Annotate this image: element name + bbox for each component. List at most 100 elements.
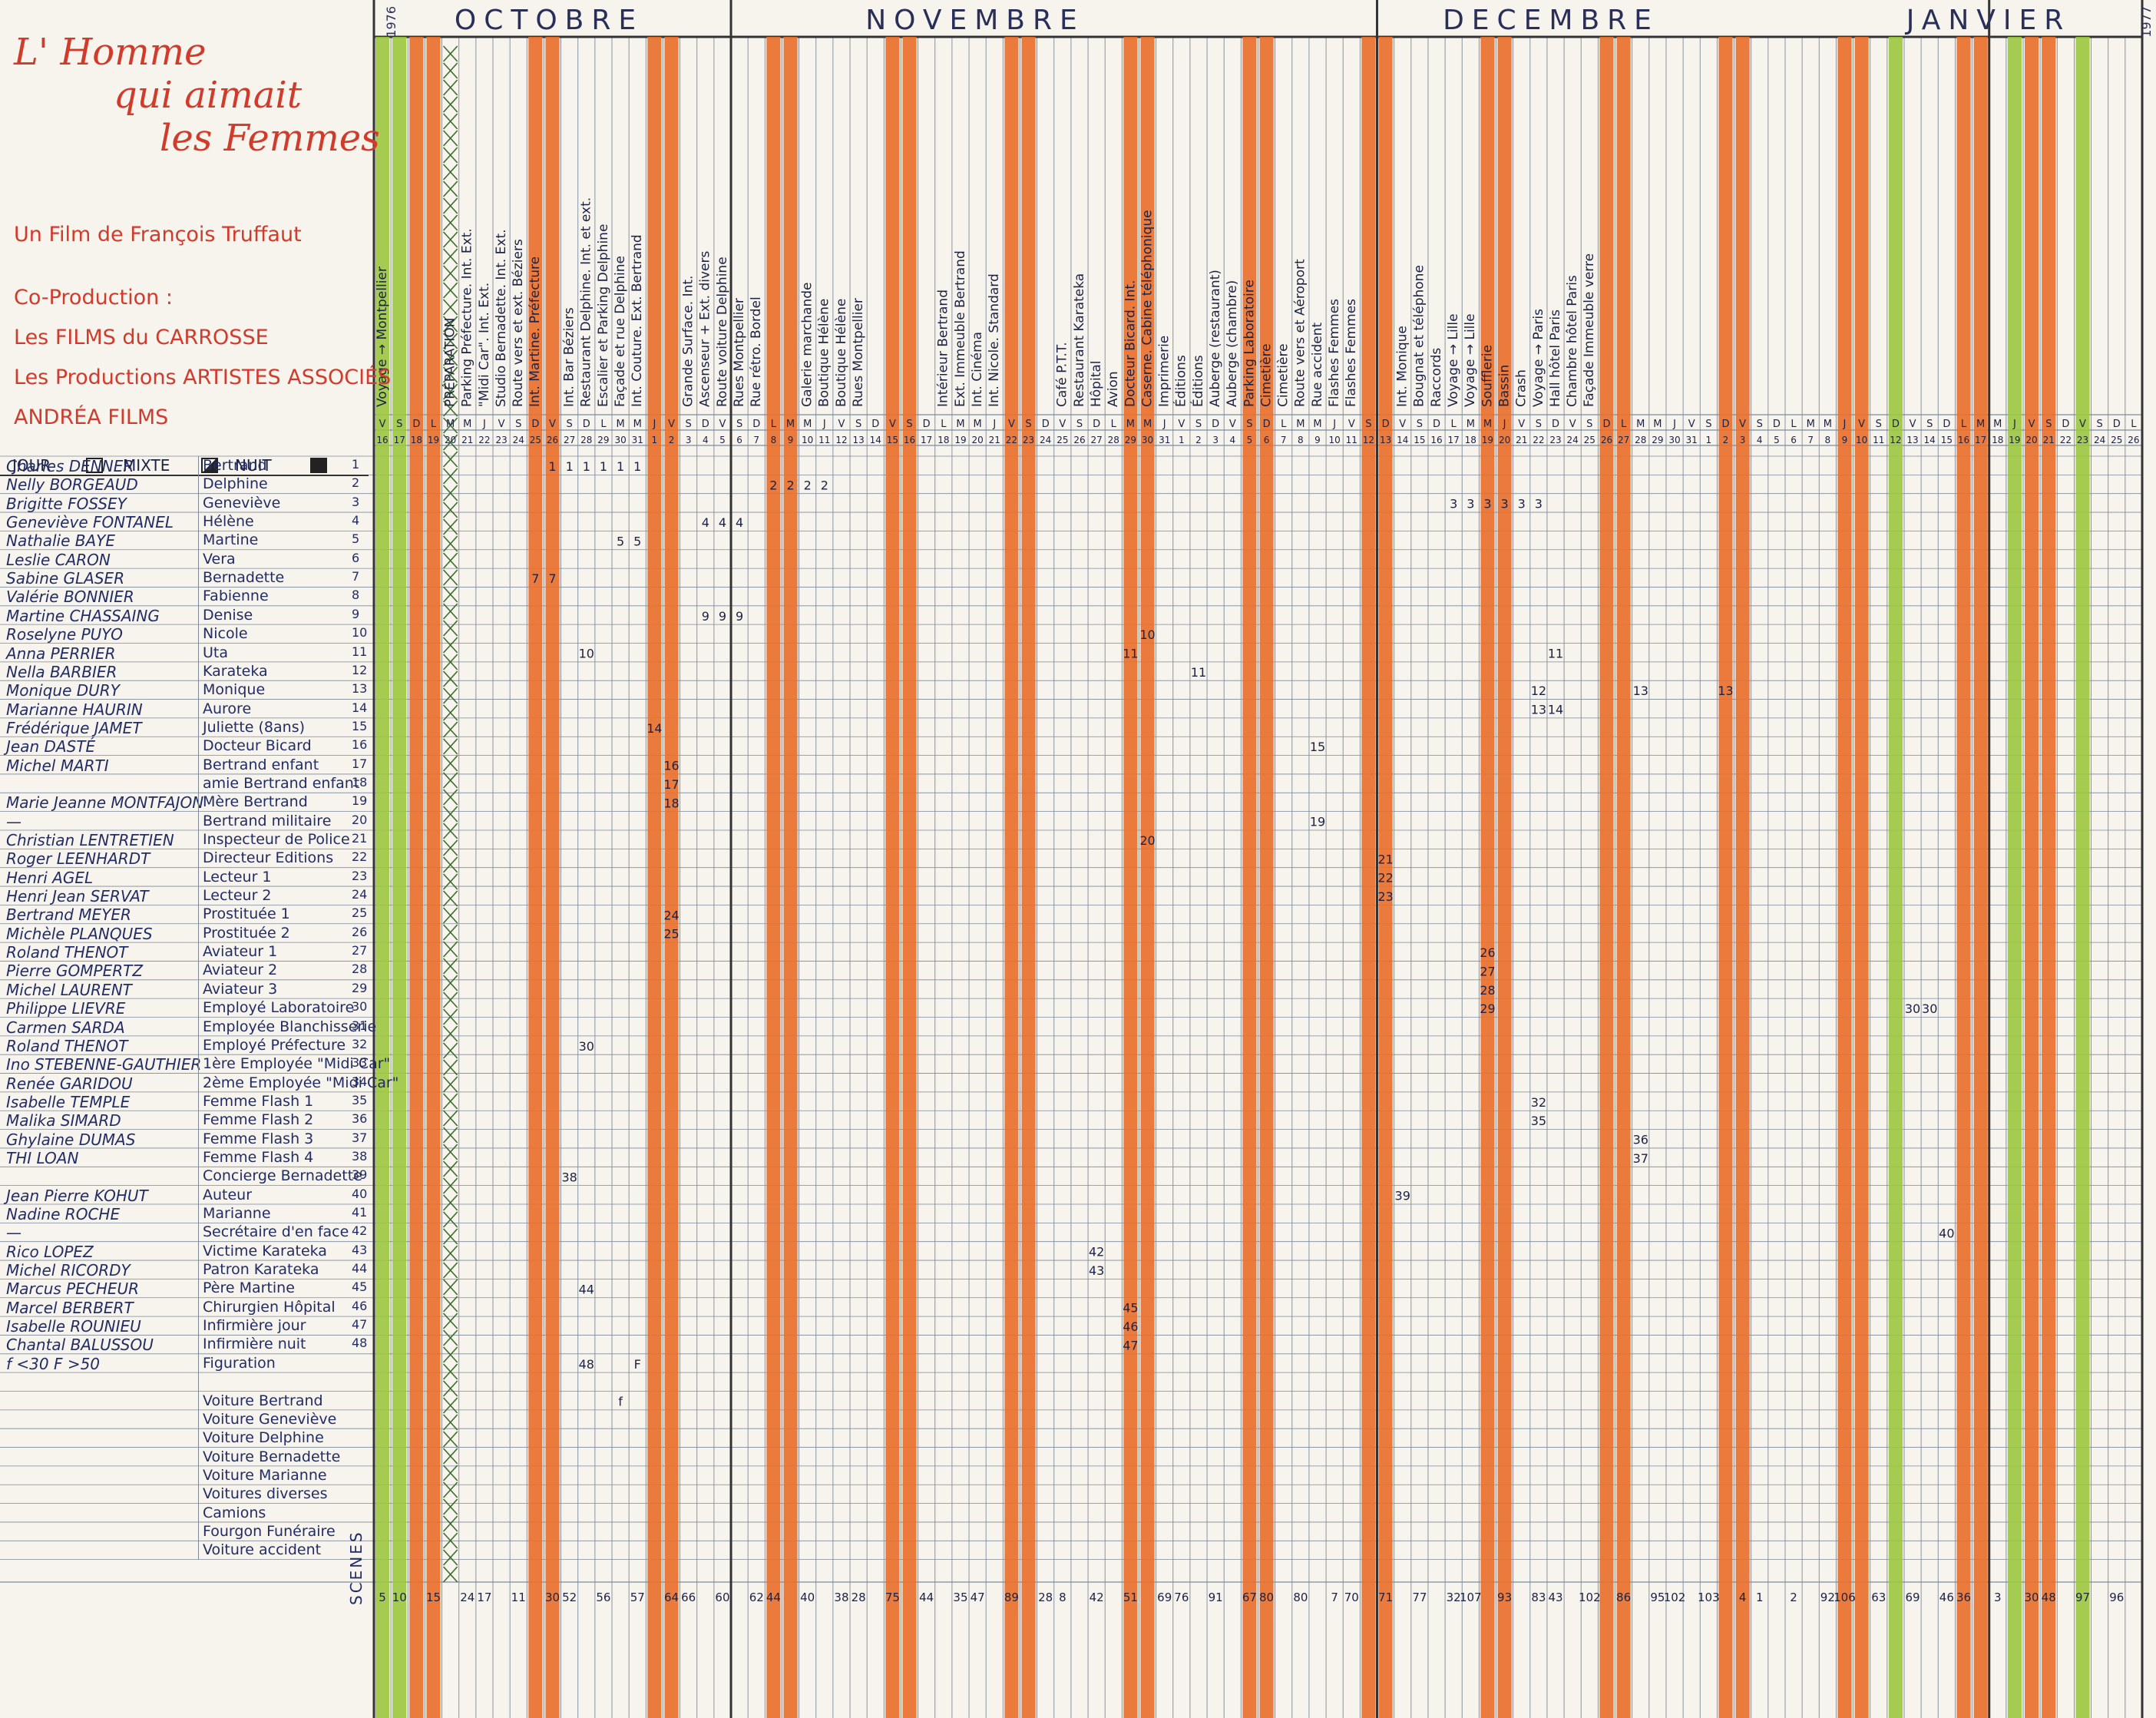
role-name: Employé Préfecture (203, 1036, 346, 1054)
rest-day-stripe (783, 37, 798, 1718)
preparation-hatch (442, 501, 458, 518)
preparation-hatch (442, 755, 458, 772)
grid-mark: 21 (1377, 852, 1393, 866)
day-letter: M (1467, 419, 1475, 430)
scene-number: 56 (596, 1591, 610, 1604)
day-number: 19 (428, 435, 439, 445)
month-octobre: OCTOBRE (454, 5, 644, 36)
day-number: 13 (852, 435, 864, 445)
day-number: 25 (1057, 435, 1068, 445)
grid-mark: 3 (1467, 497, 1474, 511)
actor-name: Christian LENTRETIEN (6, 831, 174, 849)
grid-mark: 13 (1531, 703, 1546, 717)
grid-mark: 4 (719, 515, 726, 530)
day-number: 24 (2094, 435, 2105, 445)
day-number: 31 (632, 435, 643, 445)
role-name: Juliette (8ans) (203, 718, 306, 736)
scene-number: 36 (1956, 1591, 1971, 1604)
day-number: 5 (719, 435, 726, 445)
day-number: 9 (788, 435, 794, 445)
day-number: 10 (1329, 435, 1341, 445)
role-name: Concierge Bernadette (203, 1167, 362, 1185)
day-letter: S (1705, 419, 1711, 430)
legend-jour: JOUR (12, 456, 51, 475)
day-number: 8 (771, 435, 777, 445)
grid-mark: 7 (531, 571, 539, 586)
role-number: 9 (352, 606, 360, 621)
actor-name: Pierre GOMPERTZ (6, 962, 144, 981)
actor-name: Valérie BONNIER (6, 588, 134, 607)
role-number: 21 (352, 831, 368, 846)
scene-number: 102 (1579, 1591, 1601, 1604)
day-letter: D (583, 419, 590, 430)
day-letter: J (992, 419, 996, 430)
actor-name: Marianne HAURIN (6, 700, 143, 719)
location-label: Bassin (1496, 365, 1512, 407)
preparation-hatch (442, 518, 458, 535)
day-letter: M (1993, 419, 2002, 430)
preparation-hatch (442, 637, 458, 654)
grid-mark: 3 (1535, 497, 1543, 511)
actor-name: Nelly BORGEAUD (6, 475, 138, 495)
day-letter: V (1348, 419, 1355, 430)
day-letter: S (1417, 419, 1423, 430)
role-name: Directeur Editions (203, 849, 334, 867)
role-number: 46 (352, 1298, 368, 1313)
day-number: 6 (736, 435, 742, 445)
day-letter: M (1143, 419, 1152, 430)
day-letter: V (668, 419, 675, 430)
day-letter: D (1093, 419, 1100, 430)
scene-number: 80 (1259, 1591, 1274, 1604)
day-number: 30 (614, 435, 626, 445)
rest-day-stripe (1718, 37, 1733, 1718)
role-number: 8 (352, 588, 360, 603)
role-name: Inspecteur de Police (203, 831, 350, 848)
day-letter: S (1757, 419, 1763, 430)
day-letter: M (463, 419, 471, 430)
month-novembre: NOVEMBRE (865, 5, 1085, 36)
preparation-hatch (442, 400, 458, 417)
location-label: Ascenseur + Ext. divers (698, 251, 713, 407)
day-number: 6 (1791, 435, 1797, 445)
day-letter: D (923, 419, 931, 430)
day-number: 20 (971, 435, 983, 445)
rest-day-stripe (1004, 37, 1019, 1718)
scene-number: 63 (1871, 1591, 1886, 1604)
preparation-hatch (442, 180, 458, 197)
day-number: 18 (1465, 435, 1476, 445)
day-number: 11 (818, 435, 830, 445)
role-name: Bertrand enfant (203, 756, 319, 773)
preparation-hatch (442, 1431, 458, 1448)
rest-day-stripe (664, 37, 679, 1718)
travel-day-stripe (392, 37, 407, 1718)
day-letter: D (1892, 419, 1900, 430)
role-number: 10 (352, 625, 368, 641)
grid-mark: 19 (1310, 815, 1325, 829)
role-name: Aviateur 2 (203, 962, 278, 979)
grid-mark: 30 (1905, 1001, 1920, 1016)
preparation-hatch (442, 1380, 458, 1397)
film-title-line-1: L' Homme (14, 31, 207, 74)
rest-day-stripe (1599, 37, 1614, 1718)
year-start: 1976 (384, 6, 398, 38)
grid-mark: 44 (579, 1282, 594, 1296)
preparation-hatch (442, 299, 458, 316)
preparation-hatch (442, 1414, 458, 1431)
coproduction-heading: Co-Production : (14, 286, 173, 310)
day-letter: V (1688, 419, 1695, 430)
day-letter: L (1281, 419, 1287, 430)
role-name: Infirmière nuit (203, 1336, 306, 1353)
day-letter: L (600, 419, 607, 430)
actor-name: Anna PERRIER (6, 644, 116, 663)
day-number: 28 (1108, 435, 1119, 445)
preparation-hatch (442, 1296, 458, 1312)
day-letter: L (1621, 419, 1627, 430)
actor-name: Martine CHASSAING (6, 606, 160, 625)
day-letter: V (1739, 419, 1746, 430)
day-number: 1 (1706, 435, 1712, 445)
day-number: 17 (394, 435, 405, 445)
role-number: 43 (352, 1242, 368, 1257)
legend-mixte: MIXTE (123, 456, 170, 475)
role-name: Nicole (203, 625, 248, 643)
